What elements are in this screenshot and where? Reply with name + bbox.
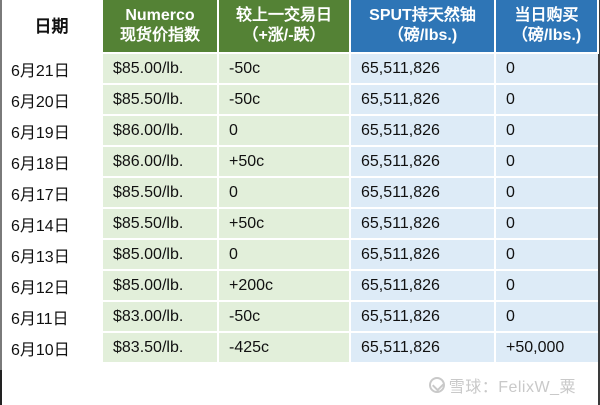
cell-date: 6月21日: [2, 53, 103, 84]
cell-price: $85.00/lb.: [101, 269, 219, 302]
header-change: 较上一交易日 （+涨/-跌）: [217, 0, 351, 54]
cell-date: 6月18日: [2, 146, 103, 177]
header-row: 日期 Numerco 现货价指数 较上一交易日 （+涨/-跌） SPUT持天然铀…: [2, 0, 599, 54]
frame-corner: [0, 370, 2, 405]
cell-holdings: 65,511,826: [349, 300, 496, 333]
table-row: 6月12日 $85.00/lb. +200c 65,511,826 0: [2, 269, 598, 302]
cell-date: 6月12日: [2, 270, 103, 301]
cell-change: +200c: [217, 269, 351, 302]
cell-price: $85.50/lb.: [101, 83, 219, 116]
cell-purchase: 0: [494, 269, 598, 302]
table-row: 6月19日 $86.00/lb. 0 65,511,826 0: [2, 114, 598, 147]
cell-purchase: +50,000: [494, 331, 598, 364]
cell-date: 6月10日: [2, 332, 103, 363]
cell-price: $85.50/lb.: [101, 176, 219, 209]
cell-price: $86.00/lb.: [101, 145, 219, 178]
cell-holdings: 65,511,826: [349, 114, 496, 147]
header-sput-holdings: SPUT持天然铀 （磅/lbs.): [349, 0, 496, 54]
cell-price: $83.50/lb.: [101, 331, 219, 364]
cell-price: $85.00/lb.: [101, 238, 219, 271]
table-row: 6月14日 $85.50/lb. +50c 65,511,826 0: [2, 207, 598, 240]
cell-holdings: 65,511,826: [349, 176, 496, 209]
cell-price: $85.50/lb.: [101, 207, 219, 240]
cell-holdings: 65,511,826: [349, 238, 496, 271]
table-row: 6月21日 $85.00/lb. -50c 65,511,826 0: [2, 52, 598, 85]
cell-holdings: 65,511,826: [349, 52, 496, 85]
cell-date: 6月17日: [2, 177, 103, 208]
cell-purchase: 0: [494, 176, 598, 209]
header-numerco-price: Numerco 现货价指数: [101, 0, 219, 54]
cell-holdings: 65,511,826: [349, 145, 496, 178]
cell-date: 6月13日: [2, 239, 103, 270]
cell-purchase: 0: [494, 114, 598, 147]
cell-purchase: 0: [494, 238, 598, 271]
cell-price: $85.00/lb.: [101, 52, 219, 85]
cell-change: 0: [217, 176, 351, 209]
cell-purchase: 0: [494, 300, 598, 333]
table-row: 6月13日 $85.00/lb. 0 65,511,826 0: [2, 238, 598, 271]
header-date: 日期: [2, 0, 102, 53]
table-row: 6月20日 $85.50/lb. -50c 65,511,826 0: [2, 83, 598, 116]
cell-change: -50c: [217, 52, 351, 85]
cell-change: 0: [217, 238, 351, 271]
cell-change: -425c: [217, 331, 351, 364]
cell-date: 6月14日: [2, 208, 103, 239]
watermark-text: 雪球：FelixW_粟: [448, 379, 576, 396]
cell-holdings: 65,511,826: [349, 331, 496, 364]
uranium-data-table: 日期 Numerco 现货价指数 较上一交易日 （+涨/-跌） SPUT持天然铀…: [2, 0, 599, 364]
table-row: 6月11日 $83.00/lb. -50c 65,511,826 0: [2, 300, 598, 333]
header-daily-purchase: 当日购买 （磅/lbs.): [494, 0, 599, 54]
cell-date: 6月20日: [2, 84, 103, 115]
watermark: 雪球：FelixW_粟: [428, 373, 576, 397]
cell-holdings: 65,511,826: [349, 269, 496, 302]
xueqiu-logo-icon: [428, 377, 445, 393]
cell-change: 0: [217, 114, 351, 147]
table-row: 6月18日 $86.00/lb. +50c 65,511,826 0: [2, 145, 598, 178]
cell-date: 6月11日: [2, 301, 103, 332]
cell-change: +50c: [217, 145, 351, 178]
cell-purchase: 0: [494, 52, 598, 85]
cell-date: 6月19日: [2, 115, 103, 146]
table-row: 6月17日 $85.50/lb. 0 65,511,826 0: [2, 176, 598, 209]
cell-change: -50c: [217, 300, 351, 333]
cell-holdings: 65,511,826: [349, 83, 496, 116]
cell-price: $83.00/lb.: [101, 300, 219, 333]
cell-price: $86.00/lb.: [101, 114, 219, 147]
cell-change: +50c: [217, 207, 351, 240]
cell-change: -50c: [217, 83, 351, 116]
cell-purchase: 0: [494, 83, 598, 116]
cell-purchase: 0: [494, 207, 598, 240]
cell-holdings: 65,511,826: [349, 207, 496, 240]
cell-purchase: 0: [494, 145, 598, 178]
table-row: 6月10日 $83.50/lb. -425c 65,511,826 +50,00…: [2, 331, 598, 364]
